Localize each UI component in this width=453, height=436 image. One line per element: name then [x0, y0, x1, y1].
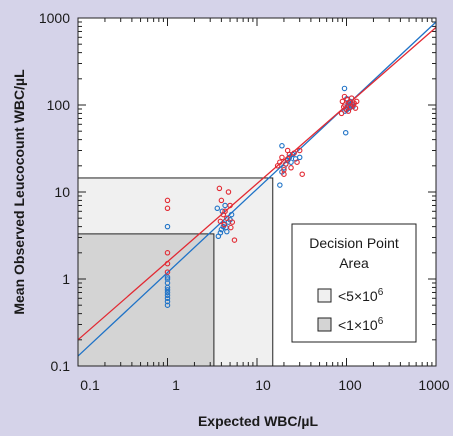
data-point: [164, 302, 171, 308]
data-point: [279, 154, 285, 161]
data-point: [225, 189, 232, 195]
x-tick-label: 10: [255, 377, 271, 393]
data-point: [224, 228, 230, 235]
data-point: [227, 202, 233, 209]
data-point: [216, 185, 223, 192]
data-point: [222, 202, 228, 209]
data-point: [231, 237, 238, 243]
data-point: [294, 159, 300, 165]
data-point: [164, 276, 171, 282]
data-point: [284, 156, 291, 162]
data-points: [164, 85, 360, 308]
data-point: [281, 171, 287, 177]
data-point: [229, 219, 236, 225]
legend-label-5e6: <5×106: [338, 287, 384, 304]
fit-line: [77, 21, 437, 357]
y-tick-label: 1: [62, 271, 70, 287]
y-tick-label: 10: [54, 184, 70, 200]
legend-label-1e6: <1×106: [338, 316, 384, 333]
data-point: [228, 211, 235, 218]
data-point: [214, 205, 221, 212]
data-point: [279, 143, 285, 149]
data-point: [164, 223, 171, 230]
axis-ticks: [77, 17, 437, 367]
data-point: [277, 159, 283, 165]
data-point: [164, 250, 171, 256]
legend-title-line1: Decision Point: [309, 235, 399, 251]
data-point: [338, 110, 345, 117]
data-point: [218, 197, 225, 204]
data-point: [164, 298, 171, 305]
data-point: [346, 99, 353, 105]
legend-box: [291, 223, 417, 343]
data-point: [288, 164, 294, 171]
fit-lines: [77, 21, 437, 357]
plot-frame: [77, 17, 437, 367]
legend-title-line2: Area: [339, 255, 369, 271]
data-point: [348, 95, 355, 101]
data-point: [164, 292, 171, 299]
data-point: [345, 108, 352, 114]
y-tick-label: 1000: [39, 10, 70, 26]
y-tick-label: 0.1: [51, 358, 71, 374]
y-axis-label: Mean Observed Leucocount WBC/µL: [11, 69, 27, 315]
data-point: [342, 129, 349, 136]
decision-regions: [77, 177, 274, 367]
legend-swatch-1e6: [317, 317, 332, 332]
legend: Decision Point Area <5×106 <1×106: [291, 223, 417, 343]
data-point: [164, 295, 171, 302]
x-tick-label: 1000: [418, 377, 449, 393]
x-tick-label: 0.1: [80, 377, 100, 393]
legend-swatch-5e6: [317, 288, 332, 303]
data-point: [341, 93, 348, 100]
data-point: [217, 218, 224, 225]
data-point: [296, 147, 303, 154]
data-point: [299, 171, 305, 177]
fit-line: [77, 26, 437, 341]
data-point: [217, 230, 224, 236]
data-point: [221, 222, 227, 228]
x-tick-label: 100: [338, 377, 362, 393]
data-point: [224, 215, 230, 221]
data-point: [164, 269, 171, 275]
data-point: [164, 287, 171, 293]
data-point: [164, 289, 171, 296]
data-point: [291, 150, 297, 156]
data-point: [228, 224, 234, 231]
decision-region: [77, 233, 215, 367]
data-point: [288, 159, 294, 165]
data-point: [353, 98, 360, 105]
data-point: [352, 105, 359, 111]
data-point: [284, 147, 291, 154]
x-tick-label: 1: [172, 377, 180, 393]
data-point: [164, 197, 171, 204]
data-point: [222, 208, 228, 215]
data-point: [164, 205, 171, 212]
data-point: [283, 161, 289, 167]
y-tick-label: 100: [47, 97, 71, 113]
data-point: [339, 98, 346, 105]
data-point: [164, 274, 171, 280]
data-point: [341, 85, 348, 92]
data-point: [277, 182, 283, 188]
x-axis-label: Expected WBC/µL: [198, 413, 319, 429]
data-point: [164, 260, 171, 267]
data-point: [219, 208, 226, 215]
data-point: [296, 154, 303, 161]
